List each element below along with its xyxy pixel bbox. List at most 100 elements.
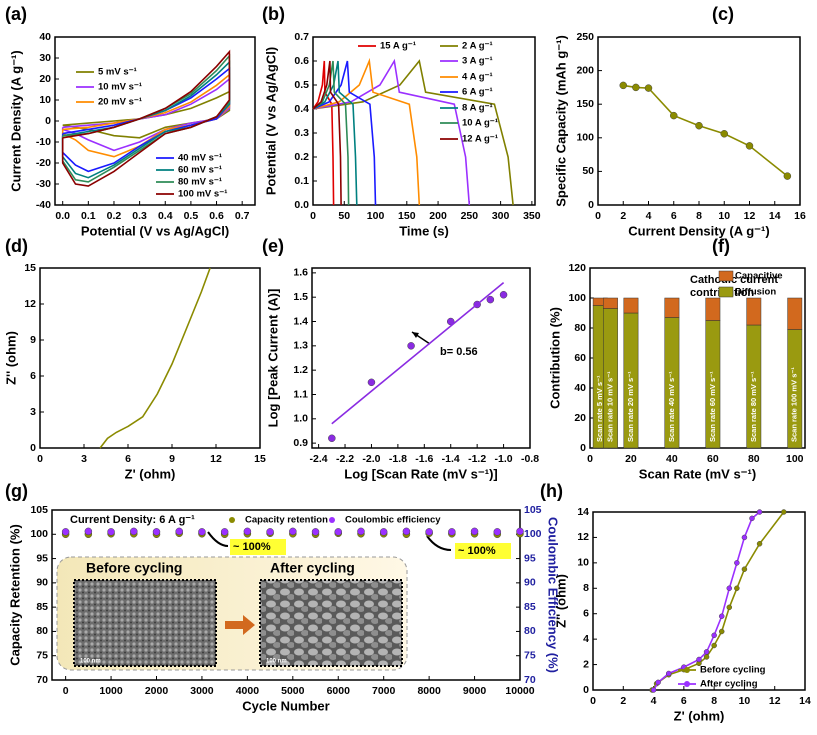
- x-tick-label: 0: [595, 210, 601, 222]
- legend-label: Diffusion: [735, 287, 776, 298]
- y-tick-label: 0.4: [294, 103, 309, 115]
- plot-frame: [597, 36, 801, 206]
- data-point: [655, 679, 661, 686]
- x-tick-label: 0: [37, 453, 43, 465]
- series-line: [61, 77, 231, 152]
- y-tick-label: -40: [36, 199, 51, 211]
- data-point: [130, 527, 138, 536]
- x-tick-label: 0.7: [235, 210, 250, 222]
- y-tick-label: 100: [568, 292, 586, 304]
- x-tick-label: -1.2: [468, 453, 486, 465]
- highlight: [230, 539, 286, 555]
- data-point: [650, 687, 657, 693]
- series-line: [312, 60, 377, 206]
- legend-label: 80 mV s⁻¹: [178, 177, 222, 188]
- legend-label: 2 A g⁻¹: [462, 41, 493, 52]
- bar-label: Scan rate 5 mV s⁻¹: [595, 375, 604, 442]
- data-point: [289, 527, 297, 536]
- x-tick-label: 9000: [463, 685, 487, 697]
- y-tick-label: 1.4: [293, 315, 308, 327]
- bar-label: Scan rate 10 mV s⁻¹: [605, 371, 614, 442]
- data-point: [745, 142, 754, 150]
- y-tick-label: 30: [39, 52, 51, 64]
- data-point: [220, 528, 229, 536]
- x-tick-label: 0.2: [107, 210, 122, 222]
- y-tick-label: 1.2: [293, 364, 308, 376]
- y-tick-label: 0.9: [293, 437, 308, 449]
- data-point: [781, 509, 787, 515]
- series-line: [99, 267, 211, 449]
- y-axis-label: Current Density (A g⁻¹): [8, 50, 23, 191]
- y-tick-label: 0.5: [294, 79, 309, 91]
- y2-tick-label: 90: [524, 577, 536, 589]
- x-tick-label: 200: [429, 210, 447, 222]
- x-tick-label: 0.3: [132, 210, 147, 222]
- y-tick-label: 20: [39, 73, 51, 85]
- x-tick-label: 16: [794, 210, 806, 222]
- data-point: [328, 434, 336, 443]
- data-point: [470, 527, 479, 536]
- data-point: [726, 585, 733, 592]
- x-axis-label: Potential (V vs Ag/AgCl): [81, 223, 229, 238]
- legend-label: 100 mV s⁻¹: [178, 189, 227, 200]
- data-point: [619, 81, 627, 90]
- data-point: [334, 528, 343, 536]
- data-point: [266, 528, 274, 536]
- legend-swatch: [718, 286, 734, 298]
- x-tick-label: 6: [125, 453, 131, 465]
- data-point: [756, 541, 763, 547]
- x-tick-label: 2: [620, 210, 626, 222]
- legend-label: Capacity retention: [245, 515, 328, 526]
- data-point: [696, 656, 702, 663]
- sem-image-before: [73, 579, 217, 667]
- legend-marker: [329, 517, 335, 523]
- legend-label: 40 mV s⁻¹: [178, 153, 222, 164]
- x-tick-label: 7000: [372, 685, 396, 697]
- y-tick-label: 1.5: [293, 291, 308, 303]
- legend-marker: [684, 667, 690, 673]
- legend-label: Coulombic efficiency: [345, 515, 441, 526]
- legend-label: 3 A g⁻¹: [462, 56, 493, 67]
- y-tick-label: 6: [583, 607, 589, 619]
- y-tick-label: 4: [583, 633, 589, 645]
- y2-tick-label: 105: [524, 504, 542, 516]
- x-tick-label: -1.8: [389, 453, 407, 465]
- x-axis-label: Cycle Number: [242, 698, 329, 713]
- y2-axis-label: Coulombic Efficiency (%): [546, 517, 561, 673]
- legend-label: Capacitive: [735, 271, 783, 282]
- x-tick-label: 4: [646, 210, 652, 222]
- y-tick-label: 0.0: [294, 199, 309, 211]
- x-tick-label: 0.6: [209, 210, 224, 222]
- series-line: [623, 84, 788, 177]
- legend-label: 15 A g⁻¹: [380, 41, 416, 52]
- legend-label: 20 mV s⁻¹: [98, 97, 142, 108]
- x-tick-label: 12: [210, 453, 222, 465]
- bar-label: Scan rate 80 mV s⁻¹: [749, 371, 758, 442]
- y2-tick-label: 85: [524, 601, 536, 613]
- data-point: [726, 604, 733, 611]
- data-point: [516, 527, 524, 536]
- legend-label: 60 mV s⁻¹: [178, 165, 222, 176]
- data-point: [734, 560, 740, 566]
- y-tick-label: 20: [574, 412, 586, 424]
- x-tick-label: -2.0: [362, 453, 380, 465]
- y2-tick-label: 95: [524, 552, 536, 564]
- x-tick-label: 12: [744, 210, 756, 222]
- y-tick-label: 9: [30, 334, 36, 346]
- legend-swatch: [718, 270, 734, 282]
- series-line: [312, 59, 514, 206]
- data-point: [311, 528, 320, 536]
- data-point: [711, 642, 717, 649]
- x-tick-label: 4: [651, 695, 657, 707]
- panel-label: (c): [712, 4, 734, 24]
- x-axis-label: Scan Rate (mV s⁻¹): [639, 466, 756, 481]
- data-point: [198, 528, 206, 536]
- data-point: [644, 84, 653, 92]
- series-line: [331, 281, 505, 425]
- data-point: [703, 649, 710, 655]
- x-tick-label: 0: [590, 695, 596, 707]
- data-point: [367, 378, 376, 387]
- legend-label: 8 A g⁻¹: [462, 103, 493, 114]
- panel-label: (d): [5, 236, 28, 256]
- x-tick-label: 14: [769, 210, 781, 222]
